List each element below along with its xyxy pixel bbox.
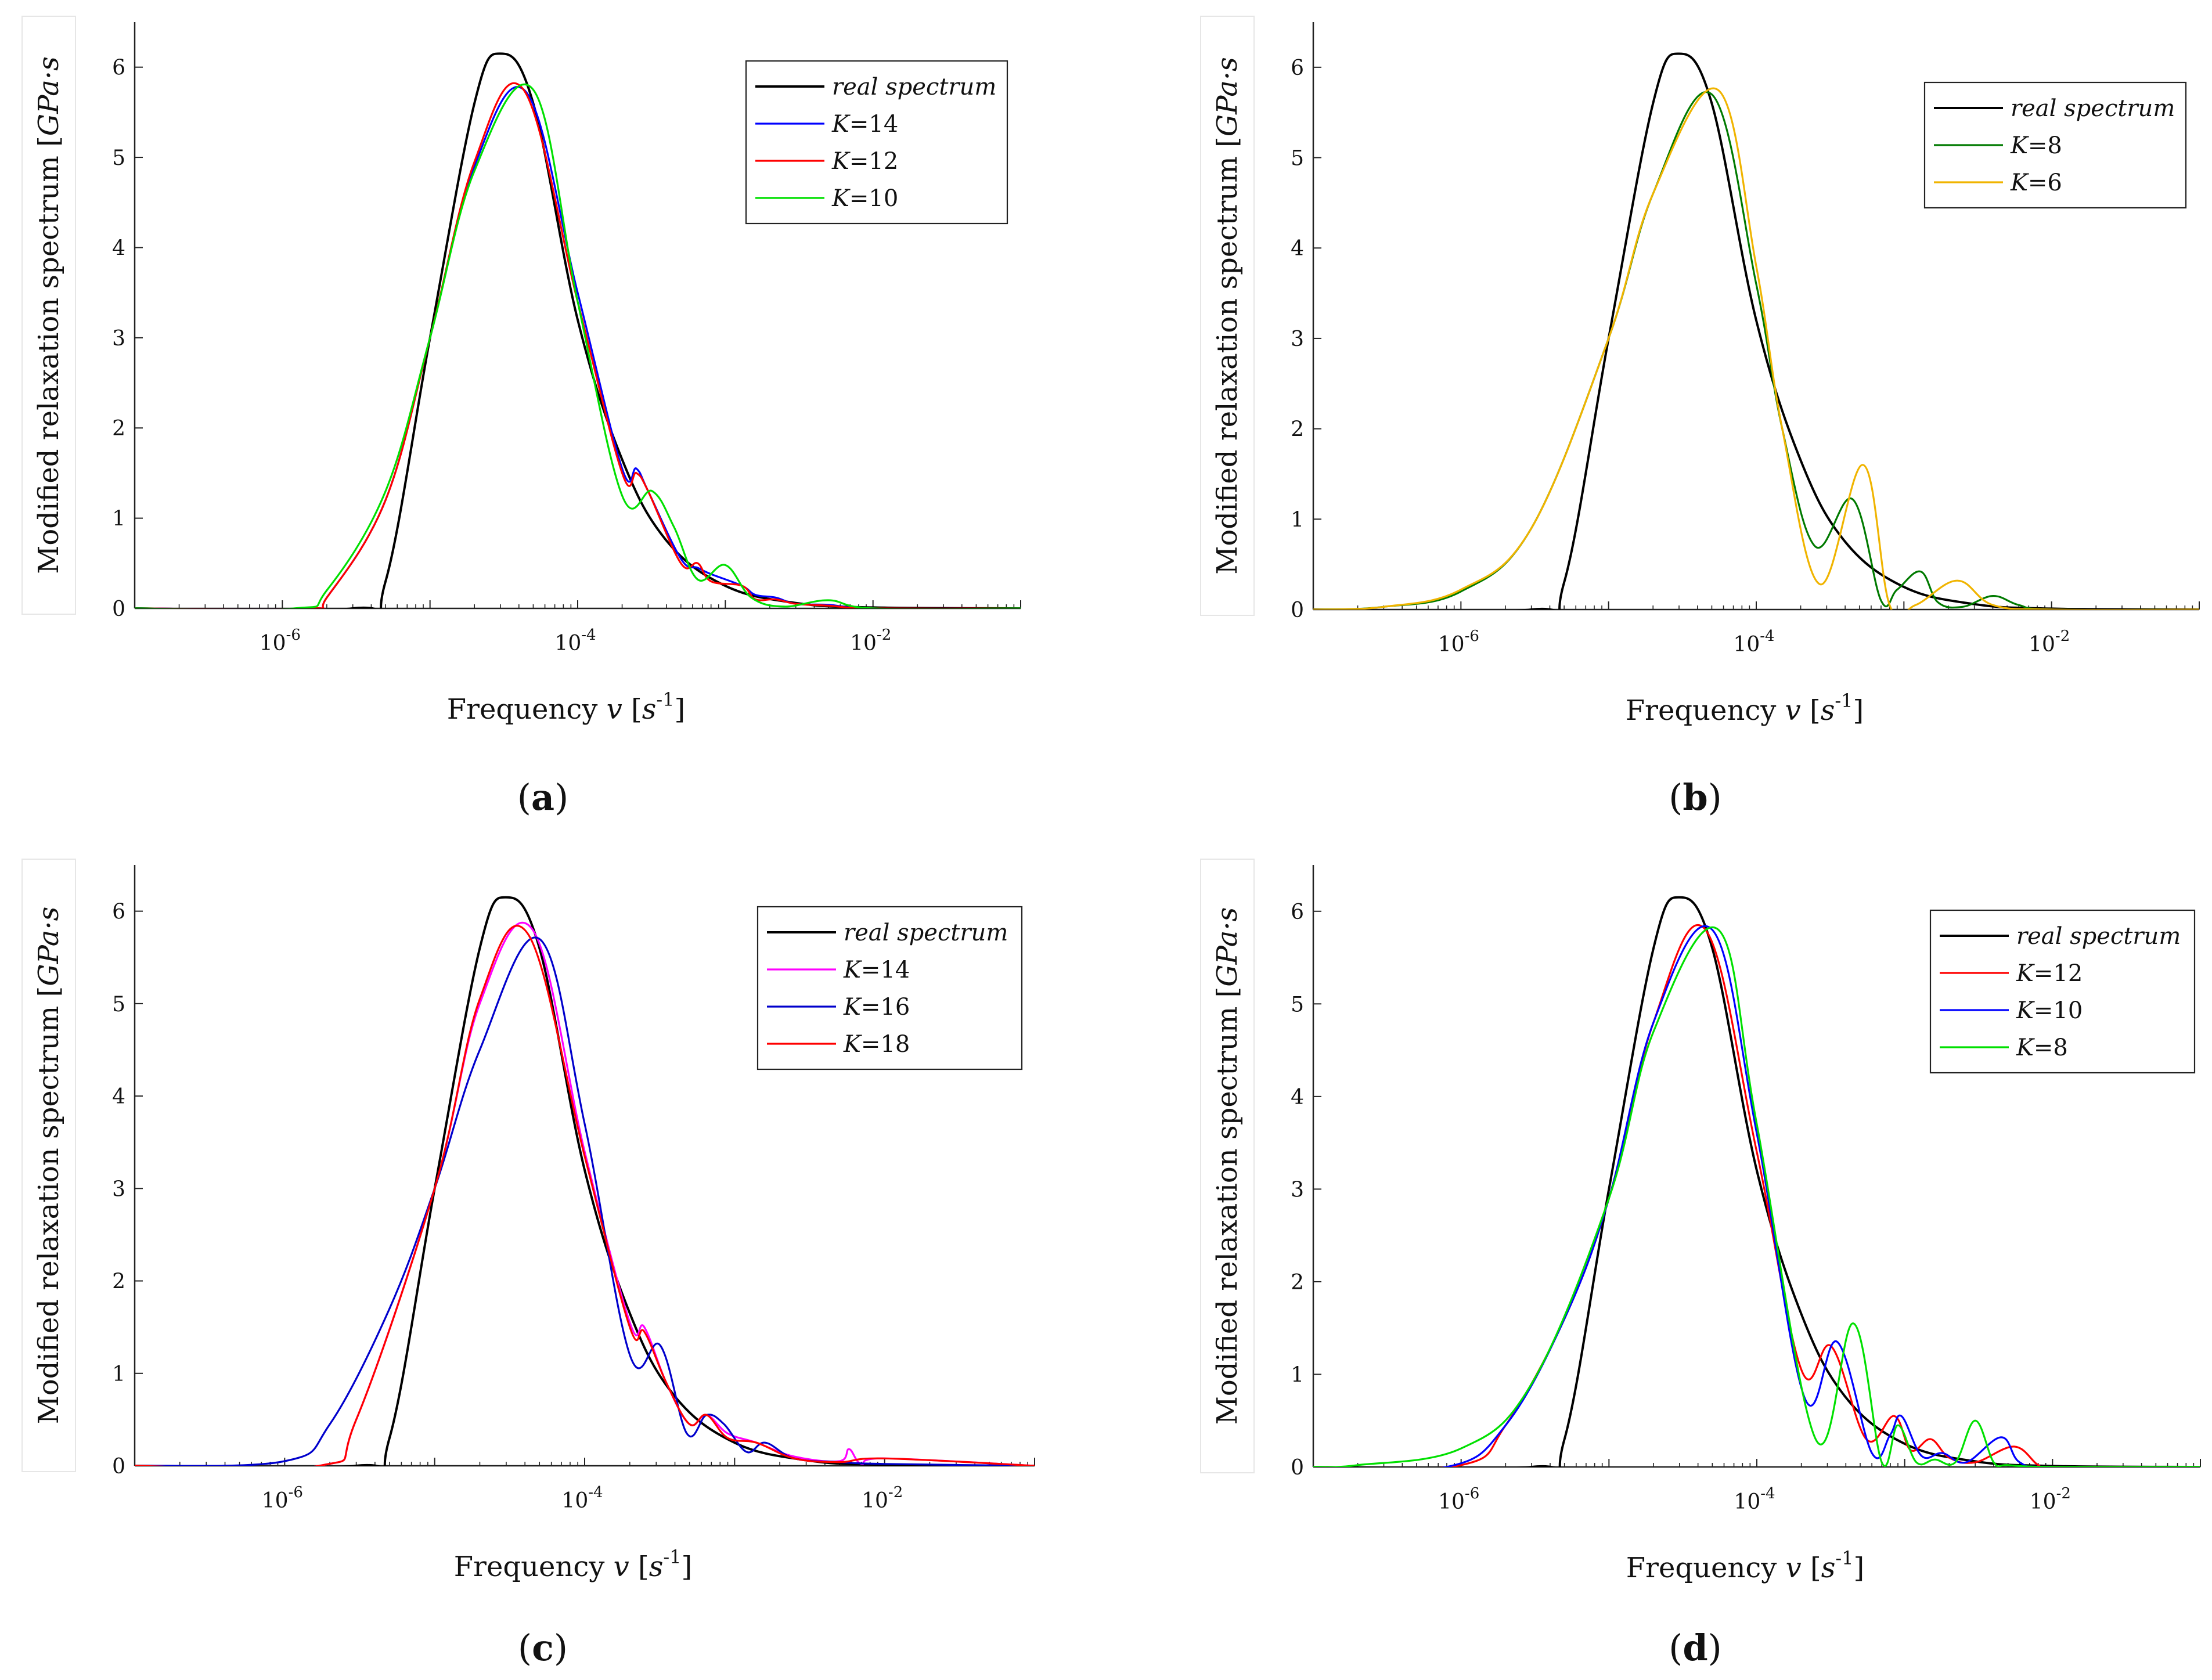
y-axis-label: Modified relaxation spectrum [GPa·s [1211,907,1244,1425]
panel-caption: (c) [518,1627,568,1669]
y-axis-label: Modified relaxation spectrum [GPa·s [33,907,65,1425]
y-tick-label: 1 [112,507,125,531]
legend-box [756,906,1023,1070]
legend-entry: K=6 [2010,170,2062,196]
series-line-k-18 [135,925,1035,1466]
y-tick-label: 1 [1291,1363,1304,1387]
series-group [135,52,1021,608]
legend-entry: K=14 [843,957,910,983]
y-tick-label: 0 [1291,599,1304,622]
y-tick-label: 0 [112,1455,125,1479]
legend-entry: K=14 [831,111,898,138]
y-tick-label: 1 [1291,508,1304,532]
legend: real spectrum K=12 K=10 K=8 [1929,909,2196,1074]
legend: real spectrum K=14 K=12 K=10 [745,60,1008,225]
series-line-k-12 [135,82,1021,608]
y-tick-label: 0 [1291,1456,1304,1480]
legend-entry: real spectrum [2016,923,2181,950]
ylabel-frame [1200,859,1255,1473]
legend: real spectrum K=14 K=16 K=18 [756,906,1023,1070]
series-line-real-spectrum [1313,896,2200,1467]
legend-entry: K=10 [2016,997,2083,1024]
panel-d: 0 1 2 3 4 5 6 10-6 10-4 10-2 Frequency v [s-1] Modi… [1200,859,2201,1669]
legend-entry: K=8 [2016,1034,2068,1061]
y-tick-label: 5 [1291,147,1304,171]
x-tick-label: 10-6 [1438,628,1479,657]
panel-b: 0 1 2 3 4 5 6 10-6 10-4 10-2 Frequency v [s-1] Modi… [1200,16,2200,819]
x-tick-label: 10-4 [561,1484,603,1513]
y-axis-label: Modified relaxation spectrum [GPa·s [1211,57,1244,575]
y-tick-label: 2 [112,417,125,441]
ylabel-frame [21,859,76,1472]
legend-entry: K=16 [843,994,910,1021]
y-tick-label: 1 [112,1362,125,1386]
y-tick-label: 4 [112,1085,125,1109]
x-tick-label: 10-4 [1734,1485,1775,1514]
series-group [135,896,1035,1466]
x-tick-label: 10-2 [862,1484,903,1513]
y-axis-label: Modified relaxation spectrum [GPa·s [33,56,65,574]
x-axis-label: Frequency v [s-1] [447,688,686,726]
x-axis-label: Frequency v [s-1] [1626,690,1864,727]
y-tick-label: 6 [112,900,125,924]
y-tick-label: 5 [112,993,125,1016]
legend-entry: K=12 [2016,960,2083,987]
y-tick-label: 6 [112,56,125,80]
x-tick-label: 10-2 [2030,1485,2071,1514]
y-tick-label: 6 [1291,56,1304,80]
y-tick-label: 3 [112,327,125,351]
y-tick-label: 2 [112,1270,125,1294]
y-tick-label: 2 [1291,418,1304,442]
y-tick-label: 6 [1291,900,1304,924]
x-tick-label: 10-6 [1438,1485,1479,1514]
y-tick-label: 4 [112,236,125,260]
panel-caption: (d) [1669,1627,1722,1669]
x-tick-label: 10-4 [1733,628,1774,657]
series-line-real-spectrum [1313,52,2199,610]
x-tick-label: 10-2 [850,626,891,655]
series-group [1313,896,2200,1467]
series-group [1313,52,2199,610]
series-line-k-10 [135,84,1021,608]
y-tick-label: 3 [112,1177,125,1201]
legend-entry: K=8 [2010,132,2062,159]
panel-caption: (b) [1669,776,1722,819]
x-axis-label: Frequency v [s-1] [1626,1547,1865,1584]
y-tick-label: 3 [1291,327,1304,351]
ylabel-frame [21,16,76,615]
series-line-k-16 [135,936,1035,1466]
legend-entry: K=18 [843,1031,910,1058]
x-tick-label: 10-6 [262,1484,303,1513]
x-axis-label: Frequency v [s-1] [454,1546,693,1583]
panel-c: 0 1 2 3 4 5 6 10-6 10-4 10-2 Frequency v [s-1] Modi… [21,859,1035,1669]
legend-box [1929,909,2196,1074]
series-line-real-spectrum [135,896,1035,1466]
y-tick-label: 2 [1291,1271,1304,1295]
y-tick-label: 0 [112,597,125,621]
y-tick-label: 4 [1291,237,1304,261]
series-line-k-8 [1313,926,2200,1467]
panel-caption: (a) [517,776,569,819]
legend: real spectrum K=8 K=6 [1923,81,2187,209]
legend-entry: real spectrum [2011,95,2175,122]
x-tick-label: 10-4 [554,626,596,655]
legend-box [745,60,1008,225]
y-tick-label: 5 [112,146,125,170]
legend-entry: K=12 [831,148,898,175]
y-tick-label: 3 [1291,1178,1304,1202]
panel-a: 0 1 2 3 4 5 6 10-6 10-4 10-2 Frequency v [s-1] Modi… [21,16,1021,819]
legend-entry: K=10 [831,185,898,212]
series-line-k-6 [1313,87,2199,610]
y-tick-label: 4 [1291,1086,1304,1109]
x-tick-label: 10-2 [2029,628,2070,657]
x-tick-label: 10-6 [260,626,301,655]
legend-entry: real spectrum [844,920,1008,946]
ylabel-frame [1200,16,1255,616]
legend-entry: real spectrum [832,74,996,100]
y-tick-label: 5 [1291,993,1304,1016]
